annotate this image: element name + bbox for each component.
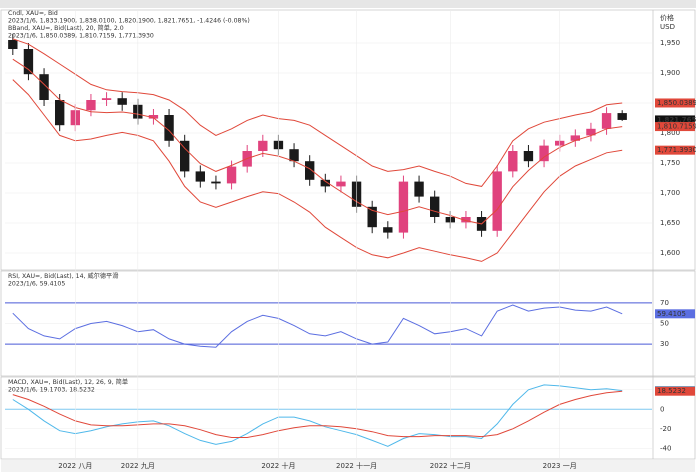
candle-body bbox=[320, 179, 330, 187]
y-tick-label: 1,700 bbox=[660, 189, 680, 197]
series-line bbox=[12, 304, 623, 348]
value-tag: 1,771.3930 bbox=[657, 146, 696, 154]
y-tick-label: 70 bbox=[660, 299, 669, 307]
legend-text: 2023/1/6, 1,833.1900, 1,838.0100, 1,820.… bbox=[8, 18, 250, 25]
candle-body bbox=[617, 113, 627, 120]
y-tick-label: 0 bbox=[660, 405, 664, 413]
series-line bbox=[12, 38, 623, 187]
value-tag: 1,810.7159 bbox=[657, 123, 696, 131]
candle-body bbox=[492, 171, 502, 231]
x-tick-label: 2022 九月 bbox=[121, 461, 155, 470]
legend-text: RSI, XAU=, Bid(Last), 14, 威尔德平滑 bbox=[8, 272, 118, 280]
series-line bbox=[12, 79, 623, 262]
value-tag-bg bbox=[655, 145, 695, 155]
legend-text: Cndl, XAU=, Bid bbox=[8, 10, 58, 17]
legend-text: BBand, XAU=, Bid(Last), 20, 简单, 2.0 bbox=[8, 24, 124, 32]
y-tick-label: 1,800 bbox=[660, 129, 680, 137]
candle-body bbox=[383, 227, 393, 233]
candle-body bbox=[148, 115, 159, 119]
candle-body bbox=[601, 113, 612, 129]
x-tick-label: 2022 十月 bbox=[261, 461, 295, 470]
series-line bbox=[12, 390, 623, 438]
y-tick-label: 1,650 bbox=[660, 219, 680, 227]
value-tag-bg bbox=[655, 309, 695, 319]
candle-body bbox=[586, 128, 596, 136]
candle-body bbox=[226, 166, 237, 184]
y-tick-label: 1,900 bbox=[660, 69, 680, 77]
y-tick-label: -20 bbox=[660, 425, 671, 433]
candle-body bbox=[305, 161, 315, 180]
legend-text: MACD, XAU=, Bid(Last), 12, 26, 9, 简单 bbox=[8, 378, 128, 386]
x-tick-label: 2022 八月 bbox=[58, 462, 92, 470]
x-axis-bar bbox=[1, 460, 695, 472]
macd-panel bbox=[0, 376, 696, 460]
candle-body bbox=[211, 181, 221, 184]
candle-body bbox=[195, 171, 205, 182]
legend-text: 2023/1/6, 1,850.0389, 1,810.7159, 1,771.… bbox=[8, 33, 154, 40]
axis-title: USD bbox=[660, 23, 675, 31]
x-tick-label: 2022 十二月 bbox=[430, 461, 471, 470]
candle-body bbox=[398, 181, 409, 233]
value-tag-bg bbox=[655, 122, 695, 132]
candle-body bbox=[180, 140, 190, 172]
candle-body bbox=[289, 149, 299, 162]
top-bar bbox=[0, 0, 696, 8]
candle-body bbox=[414, 181, 424, 197]
candle-body bbox=[117, 98, 127, 105]
candle-body bbox=[539, 145, 549, 162]
value-tag-bg bbox=[655, 98, 695, 108]
candle-body bbox=[164, 115, 174, 141]
candle-body bbox=[55, 100, 65, 126]
candle-body bbox=[523, 151, 534, 162]
y-tick-label: -40 bbox=[660, 444, 671, 452]
candle-body bbox=[461, 217, 471, 223]
legend-text: 2023/1/6, 59.4105 bbox=[8, 281, 65, 288]
x-tick-label: 2023 一月 bbox=[543, 462, 577, 470]
x-tick-label: 2022 十一月 bbox=[336, 461, 377, 470]
y-tick-label: 50 bbox=[660, 320, 669, 328]
candle-body bbox=[508, 151, 518, 172]
axis-title: 价格 bbox=[660, 13, 674, 22]
candle-body bbox=[86, 100, 96, 111]
y-tick-label: 1,600 bbox=[660, 249, 680, 257]
y-tick-label: 30 bbox=[660, 340, 669, 348]
value-tag-bg bbox=[655, 386, 695, 396]
price-tag: 1,821.7651 bbox=[657, 116, 696, 124]
value-tag: 18.5232 bbox=[657, 387, 686, 395]
candle-body bbox=[101, 98, 112, 100]
y-tick-label: 1,950 bbox=[660, 39, 680, 47]
candle-body bbox=[430, 196, 440, 217]
candle-body bbox=[23, 49, 34, 75]
candle-body bbox=[570, 135, 580, 141]
series-line bbox=[12, 58, 623, 225]
value-tag: 59.4105 bbox=[657, 310, 686, 318]
candle-body bbox=[8, 40, 18, 49]
candle-body bbox=[336, 181, 346, 187]
candle-body bbox=[367, 206, 377, 228]
legend-text: 2023/1/6, 19.1703, 18.5232 bbox=[8, 387, 95, 394]
candle-body bbox=[258, 140, 268, 151]
value-tag: 1,850.0389 bbox=[657, 99, 696, 107]
price-tag-bg bbox=[655, 115, 695, 125]
y-tick-label: 1,750 bbox=[660, 159, 680, 167]
candle-body bbox=[39, 74, 49, 100]
